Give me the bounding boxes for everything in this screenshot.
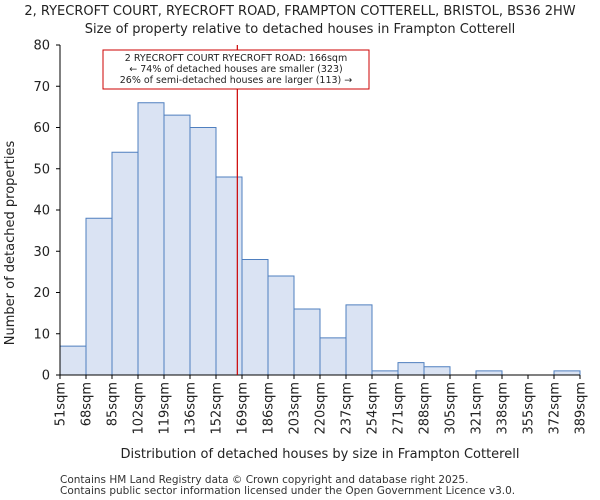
annotation-line-3: 26% of semi-detached houses are larger (… (120, 75, 353, 86)
chart-subtitle: Size of property relative to detached ho… (85, 22, 515, 37)
x-tick-label: 288sqm (418, 382, 433, 435)
bar-169sqm (241, 259, 269, 376)
annotation-box: 2 RYECROFT COURT RYECROFT ROAD: 166sqm ←… (102, 49, 370, 90)
x-tick-label: 51sqm (54, 382, 69, 426)
y-tick-label: 20 (33, 286, 50, 301)
bar-102sqm (137, 102, 165, 376)
y-axis-ticks: 0 10 20 30 40 50 60 70 80 (33, 39, 60, 384)
bar-203sqm (293, 308, 321, 376)
bar-186sqm (267, 275, 295, 376)
x-tick-label: 119sqm (158, 382, 173, 435)
y-tick-label: 40 (33, 204, 50, 219)
bar-85sqm (111, 151, 139, 376)
footer-line-2: Contains public sector information licen… (60, 485, 515, 497)
y-tick-label: 60 (33, 121, 50, 136)
x-tick-label: 389sqm (574, 382, 589, 435)
bar-254sqm (371, 370, 399, 376)
bar-271sqm (397, 362, 425, 376)
y-tick-label: 50 (33, 162, 50, 177)
y-tick-label: 0 (42, 369, 50, 384)
y-tick-label: 10 (33, 327, 50, 342)
bar-372sqm (553, 370, 581, 376)
x-tick-label: 271sqm (392, 382, 407, 435)
x-tick-label: 85sqm (106, 382, 121, 426)
y-tick-label: 80 (33, 39, 50, 54)
x-tick-label: 220sqm (314, 382, 329, 435)
y-axis-label: Number of detached properties (3, 141, 18, 346)
x-tick-label: 338sqm (496, 382, 511, 435)
x-tick-label: 152sqm (210, 382, 225, 435)
footer-line-1: Contains HM Land Registry data © Crown c… (60, 474, 468, 486)
x-axis-ticks: 51sqm 68sqm 85sqm 102sqm 119sqm 136sqm 152sqm 1… (54, 375, 589, 435)
bar-321sqm (475, 370, 503, 376)
x-tick-label: 321sqm (470, 382, 485, 435)
annotation-line-2: ← 74% of detached houses are smaller (32… (129, 64, 342, 75)
bar-119sqm (163, 114, 191, 376)
annotation-line-1: 2 RYECROFT COURT RYECROFT ROAD: 166sqm (125, 53, 347, 64)
bar-51sqm (59, 345, 87, 376)
annotation-frame (102, 49, 370, 90)
x-tick-label: 305sqm (444, 382, 459, 435)
bar-220sqm (319, 337, 347, 376)
bars-group (59, 102, 581, 376)
bar-68sqm (85, 217, 113, 376)
x-tick-label: 237sqm (340, 382, 355, 435)
x-tick-label: 355sqm (522, 382, 537, 435)
x-tick-label: 169sqm (236, 382, 251, 435)
x-tick-label: 136sqm (184, 382, 199, 435)
bar-288sqm (423, 366, 451, 376)
x-axis-label: Distribution of detached houses by size … (121, 447, 520, 462)
x-tick-label: 68sqm (80, 382, 95, 426)
bar-237sqm (345, 304, 373, 376)
y-tick-label: 70 (33, 80, 50, 95)
y-tick-label: 30 (33, 245, 50, 260)
x-tick-label: 186sqm (262, 382, 277, 435)
x-tick-label: 102sqm (132, 382, 147, 435)
x-tick-label: 372sqm (548, 382, 563, 435)
bar-136sqm (189, 127, 217, 376)
x-tick-label: 254sqm (366, 382, 381, 435)
bar-152sqm (215, 176, 243, 376)
chart-title: 2, RYECROFT COURT, RYECROFT ROAD, FRAMPT… (24, 4, 575, 19)
x-tick-label: 203sqm (288, 382, 303, 435)
